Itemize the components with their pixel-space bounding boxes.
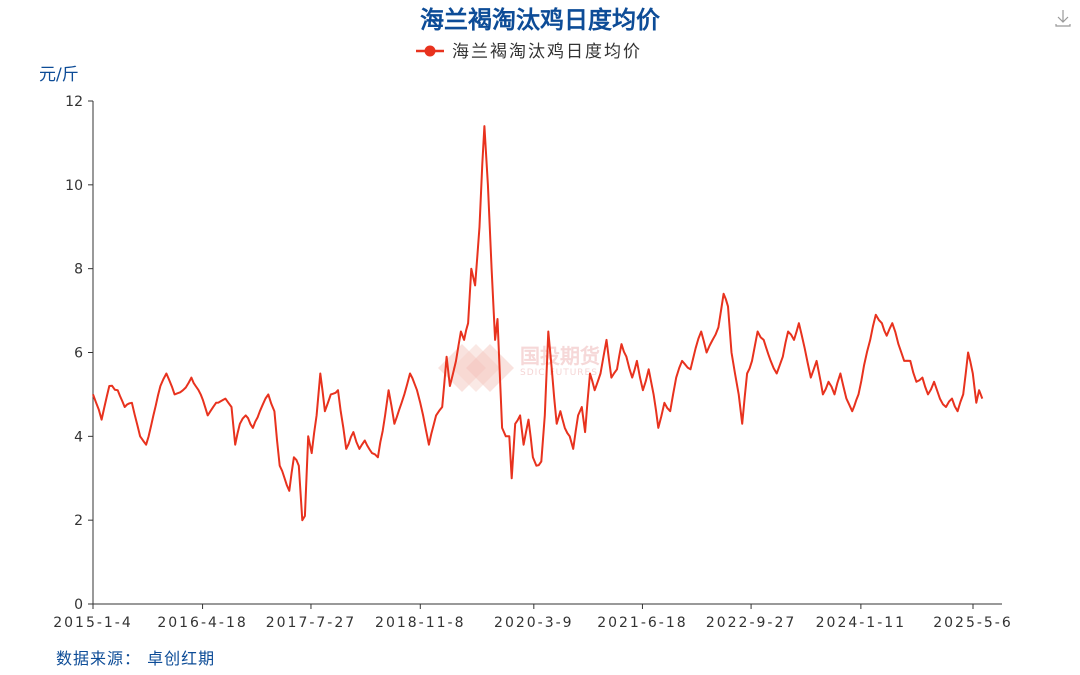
y-tick-label: 0 bbox=[74, 597, 83, 613]
y-tick-label: 10 bbox=[65, 178, 83, 194]
x-tick-label: 2024-1-11 bbox=[816, 615, 906, 631]
y-tick-label: 12 bbox=[65, 94, 83, 110]
watermark-text: 国投期货 bbox=[520, 344, 600, 368]
series-line-0 bbox=[92, 125, 984, 522]
y-axis-label: 元/斤 bbox=[39, 65, 79, 85]
y-tick-label: 2 bbox=[74, 513, 83, 529]
y-tick-label: 4 bbox=[74, 429, 83, 445]
x-tick-label: 2017-7-27 bbox=[266, 615, 356, 631]
watermark-subtext: SDIC FUTURES bbox=[520, 368, 598, 378]
x-tick-label: 2022-9-27 bbox=[706, 615, 796, 631]
series-layer bbox=[92, 125, 984, 522]
y-tick-label: 8 bbox=[74, 262, 83, 278]
x-tick-label: 2025-5-6 bbox=[933, 615, 1013, 631]
x-tick-label: 2015-1-4 bbox=[53, 615, 133, 631]
x-ticks: 2015-1-4 2016-4-18 2017-7-27 2018-11-8 2020-… bbox=[53, 604, 1013, 631]
y-ticks: 0 2 4 6 8 10 12 bbox=[65, 94, 93, 613]
download-icon[interactable] bbox=[1050, 4, 1076, 30]
watermark: 国投期货 SDIC FUTURES bbox=[438, 344, 600, 392]
legend-dot-marker bbox=[424, 45, 436, 57]
legend-label: 海兰褐淘汰鸡日度均价 bbox=[452, 42, 642, 62]
source-note: 数据来源： 卓创红期 bbox=[56, 649, 215, 668]
x-tick-label: 2020-3-9 bbox=[494, 615, 574, 631]
legend[interactable]: 海兰褐淘汰鸡日度均价 bbox=[416, 42, 642, 62]
chart-title: 海兰褐淘汰鸡日度均价 bbox=[420, 6, 661, 34]
x-tick-label: 2018-11-8 bbox=[375, 615, 465, 631]
y-tick-label: 6 bbox=[74, 346, 83, 362]
x-tick-label: 2016-4-18 bbox=[157, 615, 247, 631]
x-tick-label: 2021-6-18 bbox=[597, 615, 687, 631]
